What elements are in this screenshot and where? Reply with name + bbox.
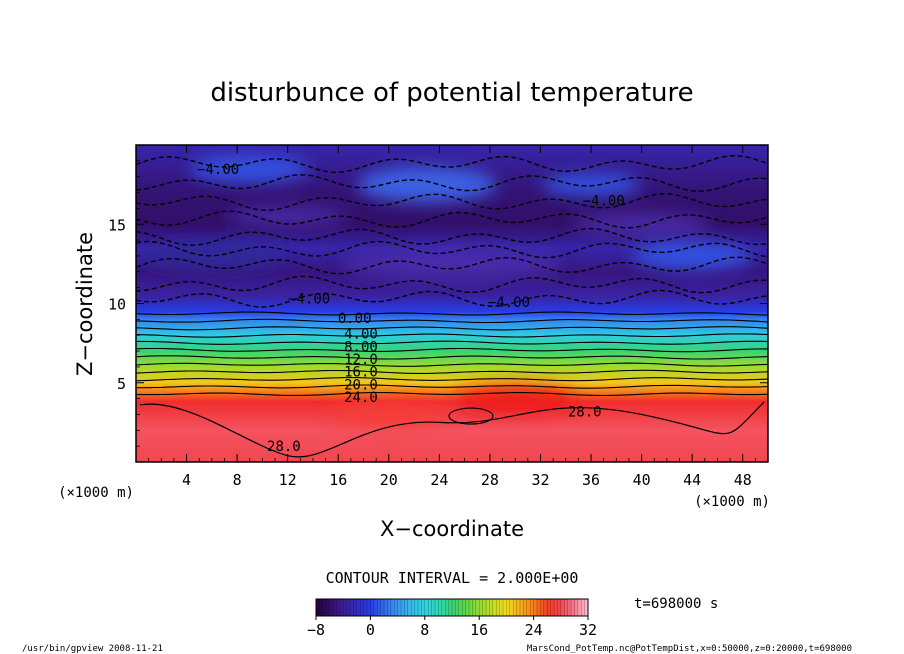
chart-title: disturbunce of potential temperature: [210, 78, 693, 108]
contour-line: [136, 340, 768, 345]
field-anomaly: [356, 166, 497, 203]
contour-labels: −4.00 −4.00 −4.00 −4.00 0.004.008.0012.016.0…: [197, 162, 625, 455]
footer-left: /usr/bin/gpview 2008-11-21: [22, 644, 163, 654]
contour-label: −4.00: [583, 193, 625, 209]
contour-line: [136, 347, 768, 353]
contour-label: 28.0: [568, 404, 602, 420]
contour-line-negative: [136, 193, 768, 212]
x-axis-label: X−coordinate: [380, 517, 524, 541]
contour-line: [136, 392, 768, 397]
colorbar-tick-label: 16: [470, 621, 488, 639]
contour-line: [136, 311, 768, 316]
colorbar-ticks: −8 0 8 16 24 32: [307, 616, 597, 639]
contour-lines: [136, 154, 768, 458]
colorbar-tick-label: 0: [366, 621, 375, 639]
colorbar-tick-label: 32: [579, 621, 597, 639]
contour-interval: CONTOUR INTERVAL = 2.000E+00: [326, 569, 579, 587]
x-tick-label: 8: [233, 471, 242, 489]
y-tick-label: 5: [117, 375, 126, 393]
field-anomaly: [141, 241, 282, 270]
x-axis-unit-right: (×1000 m): [694, 494, 770, 510]
contour-label: 4.00: [344, 327, 378, 343]
x-axis-ticks: 4 8 12 16 20 24 28 32 36 40 44 48: [148, 145, 756, 489]
contour-label: 24.0: [344, 390, 378, 406]
contour-label: 8.00: [344, 339, 378, 355]
contour-label: 0.00: [338, 311, 372, 327]
x-tick-label: 16: [329, 471, 347, 489]
contour-loop: [448, 407, 494, 425]
contour-line: [136, 318, 768, 324]
colorbar-stripes: [319, 599, 585, 616]
contour-line: [136, 369, 768, 374]
y-axis-label: Z−coordinate: [73, 232, 97, 376]
contour-label: 16.0: [344, 365, 378, 381]
colorbar-tick-label: 8: [420, 621, 429, 639]
x-tick-label: 24: [430, 471, 448, 489]
contour-label: −4.00: [197, 162, 239, 178]
contour-line-negative: [136, 240, 768, 259]
x-tick-label: 28: [481, 471, 499, 489]
y-axis-ticks: 5 10 15: [108, 160, 768, 447]
contour-line-negative: [136, 256, 768, 275]
field-anomaly: [189, 154, 310, 183]
contour-line: [136, 333, 768, 338]
contour-line: [136, 377, 768, 382]
y-tick-label: 15: [108, 216, 126, 234]
contour-line: [136, 384, 768, 389]
contour-label: −4.00: [288, 292, 330, 308]
x-tick-label: 32: [531, 471, 549, 489]
colorbar-tick-label: −8: [307, 621, 325, 639]
field-anomaly: [632, 241, 753, 270]
x-tick-label: 12: [279, 471, 297, 489]
x-tick-label: 20: [380, 471, 398, 489]
field-anomaly: [455, 384, 576, 413]
contour-label: 12.0: [344, 352, 378, 368]
contour-line-negative: [136, 210, 768, 229]
contour-line: [136, 355, 768, 360]
time-label: t=698000 s: [634, 596, 718, 612]
field-anomaly: [328, 402, 449, 427]
contour-line: [136, 326, 768, 331]
x-tick-label: 36: [582, 471, 600, 489]
x-tick-label: 48: [734, 471, 752, 489]
contour-line-negative: [136, 174, 768, 193]
x-tick-label: 40: [633, 471, 651, 489]
contour-label: 28.0: [267, 439, 301, 455]
colorbar-frame: [315, 598, 589, 617]
field-anomalies: [141, 154, 753, 427]
contour-line: [136, 362, 768, 367]
contour-line-28: [139, 401, 765, 458]
x-tick-label: 44: [683, 471, 701, 489]
field-anomaly: [342, 247, 562, 280]
field-anomaly: [571, 214, 712, 235]
contour-line-negative: [136, 154, 768, 174]
colorbar-tick-label: 24: [525, 621, 543, 639]
footer-right: MarsCond_PotTemp.nc@PotTempDist,x=0:5000…: [527, 644, 852, 654]
x-tick-label: 4: [182, 471, 191, 489]
contour-line-negative: [136, 227, 768, 246]
contour-line-negative: [136, 289, 768, 308]
contour-line-negative: [136, 275, 768, 294]
field-anomaly: [227, 206, 348, 227]
contour-label: 20.0: [344, 377, 378, 393]
y-tick-label: 10: [108, 296, 126, 314]
x-axis-unit-left: (×1000 m): [58, 485, 134, 501]
field-anomaly: [541, 172, 642, 197]
plot-area: −4.00 −4.00 −4.00 −4.00 0.004.008.0012.016.0…: [136, 145, 768, 462]
contour-label: −4.00: [488, 295, 530, 311]
